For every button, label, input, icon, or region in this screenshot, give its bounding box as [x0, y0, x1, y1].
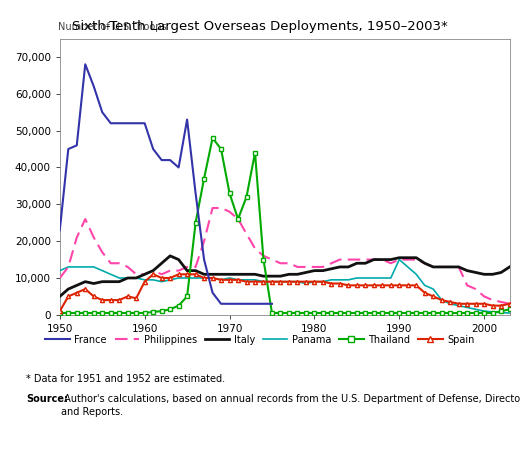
Philippines [133, 272, 139, 277]
Spain [337, 281, 343, 286]
Panama [133, 275, 139, 281]
Panama [226, 275, 232, 281]
Italy [371, 257, 377, 262]
France [116, 120, 122, 126]
Text: Source:: Source: [26, 394, 68, 404]
Line: Philippines: Philippines [60, 208, 510, 304]
France [57, 227, 63, 233]
France [159, 157, 165, 163]
Thailand [57, 310, 63, 316]
France [192, 191, 199, 196]
Italy [57, 294, 63, 299]
France [125, 120, 131, 126]
Italy [167, 253, 173, 259]
France [133, 120, 139, 126]
France [150, 146, 157, 152]
Legend: France, Philippines, Italy, Panama, Thailand, Spain: France, Philippines, Italy, Panama, Thai… [42, 331, 478, 349]
Italy [235, 272, 241, 277]
Text: Sixth-Tenth Largest Overseas Deployments, 1950–2003*: Sixth-Tenth Largest Overseas Deployments… [72, 20, 448, 34]
Spain [235, 277, 241, 283]
Italy [337, 264, 343, 270]
Text: Number of U.S. Troops: Number of U.S. Troops [58, 22, 166, 32]
Panama [57, 268, 63, 273]
Philippines [210, 205, 216, 211]
Spain [133, 295, 139, 301]
Philippines [371, 257, 377, 262]
Line: Panama: Panama [60, 260, 510, 313]
Spain [311, 279, 318, 284]
Philippines [328, 260, 334, 266]
Italy [506, 264, 513, 270]
Spain [506, 301, 513, 307]
Line: France: France [60, 64, 272, 304]
Thailand [235, 217, 241, 222]
France [74, 143, 80, 148]
Text: Author's calculations, based on annual records from the U.S. Department of Defen: Author's calculations, based on annual r… [61, 394, 520, 417]
France [141, 120, 148, 126]
Thailand [311, 310, 318, 316]
Spain [328, 281, 334, 286]
Thailand [371, 310, 377, 316]
Thailand [133, 310, 139, 316]
Panama [320, 279, 326, 284]
France [90, 84, 97, 89]
Philippines [57, 275, 63, 281]
Thailand [328, 310, 334, 316]
Spain [57, 308, 63, 314]
Philippines [337, 257, 343, 262]
France [210, 290, 216, 295]
France [82, 62, 88, 67]
Line: Italy: Italy [60, 256, 510, 296]
Line: Spain: Spain [58, 272, 512, 313]
France [184, 117, 190, 122]
Text: Chart 6: Chart 6 [4, 4, 42, 13]
Philippines [506, 301, 513, 307]
Thailand [210, 135, 216, 141]
France [235, 301, 241, 307]
Thailand [506, 307, 513, 312]
Philippines [311, 264, 318, 270]
Italy [311, 268, 318, 273]
France [167, 157, 173, 163]
Text: * Data for 1951 and 1952 are estimated.: * Data for 1951 and 1952 are estimated. [26, 374, 225, 384]
Text: CDA 04-11: CDA 04-11 [467, 4, 516, 13]
France [252, 301, 258, 307]
Italy [133, 275, 139, 281]
France [201, 257, 207, 262]
France [108, 120, 114, 126]
France [226, 301, 232, 307]
France [175, 165, 181, 170]
Panama [506, 310, 513, 316]
France [269, 301, 275, 307]
France [243, 301, 250, 307]
Thailand [337, 310, 343, 316]
Line: Thailand: Thailand [58, 136, 512, 315]
Italy [328, 266, 334, 271]
Panama [396, 257, 402, 262]
Philippines [235, 217, 241, 222]
Panama [362, 275, 369, 281]
Panama [303, 281, 309, 286]
Panama [328, 277, 334, 283]
France [218, 301, 224, 307]
France [99, 110, 106, 115]
Spain [150, 272, 157, 277]
France [65, 146, 71, 152]
France [261, 301, 267, 307]
Spain [371, 283, 377, 288]
